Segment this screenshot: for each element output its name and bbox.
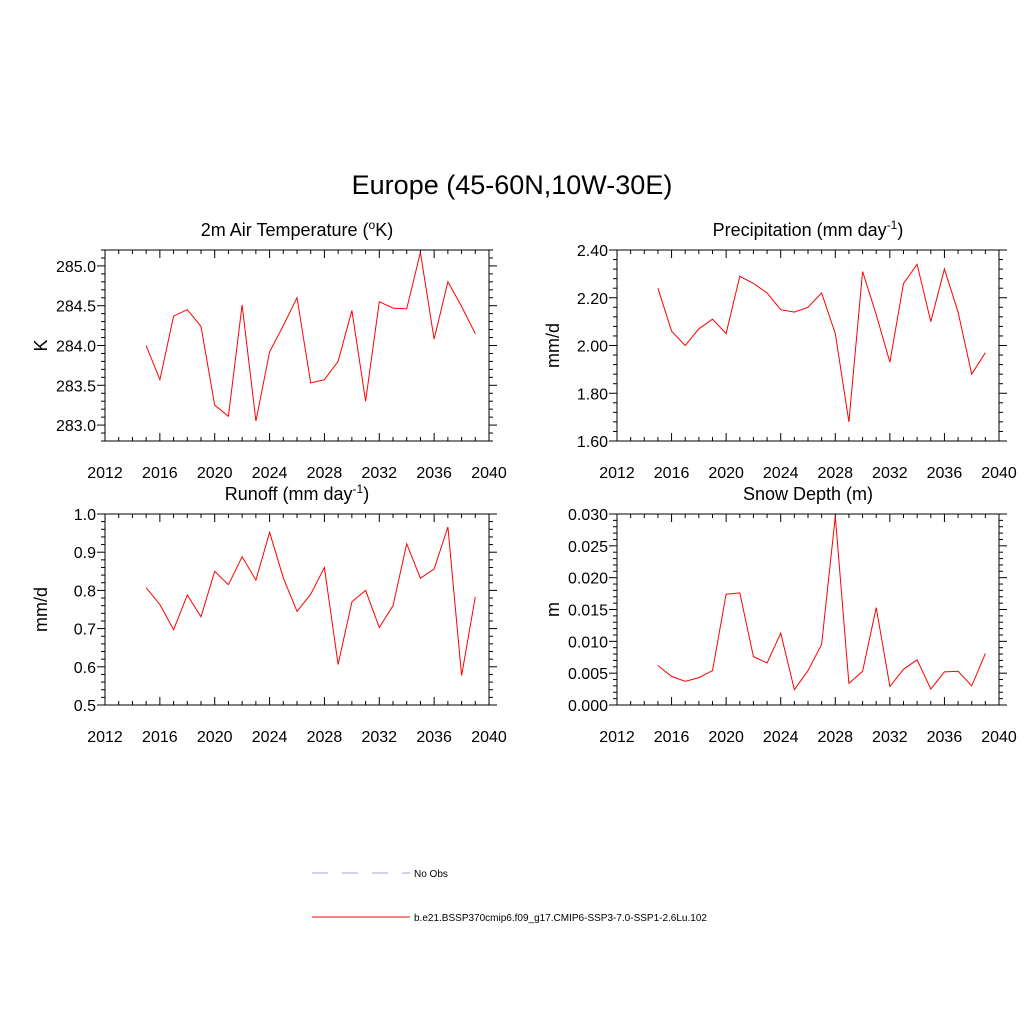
snow-depth-x-tick-label: 2028: [817, 729, 853, 746]
precipitation-series-line: [657, 263, 986, 422]
runoff-x-tick-label: 2032: [361, 729, 397, 746]
snow-depth-x-tick-label: 2040: [981, 729, 1017, 746]
runoff-y-tick-label: 0.7: [74, 622, 96, 639]
runoff-y-tick-label: 0.5: [74, 698, 96, 715]
temperature-x-tick-label: 2020: [197, 465, 233, 482]
snow-depth-y-axis-label: m: [543, 602, 563, 617]
temperature-y-tick-label: 283.0: [56, 418, 96, 435]
snow-depth-y-tick-label: 0.010: [568, 634, 608, 651]
figure-title: Europe (45-60N,10W-30E): [351, 170, 673, 200]
temperature-y-tick-label: 285.0: [56, 259, 96, 276]
snow-depth-panel: Snow Depth (m) m 2012 2016 2020 2024 2028 2032 2…: [543, 484, 1017, 746]
runoff-y-axis-label: mm/d: [31, 587, 51, 632]
runoff-x-tick-label: 2036: [416, 729, 452, 746]
snow-depth-series-line: [657, 516, 986, 691]
snow-depth-x-tick-label: 2020: [708, 729, 744, 746]
temperature-x-tick-label: 2040: [471, 465, 507, 482]
snow-depth-x-tick-label: 2036: [927, 729, 963, 746]
snow-depth-y-tick-label: 0.020: [568, 571, 608, 588]
runoff-x-tick-label: 2040: [471, 729, 507, 746]
runoff-series-line: [145, 526, 476, 676]
precipitation-y-tick-label: 2.00: [577, 339, 608, 356]
snow-depth-y-tick-label: 0.025: [568, 539, 608, 556]
snow-depth-x-tick-label: 2012: [599, 729, 635, 746]
runoff-y-tick-label: 0.9: [74, 545, 96, 562]
precipitation-x-tick-label: 2024: [763, 465, 799, 482]
chart-panels: 2m Air Temperature (oK) K 2012 2016 2020 2024…: [31, 218, 1017, 746]
temperature-x-tick-label: 2036: [416, 465, 452, 482]
temperature-panel-title: 2m Air Temperature (oK): [201, 218, 393, 240]
temperature-y-tick-label: 284.5: [56, 299, 96, 316]
precipitation-x-tick-label: 2032: [872, 465, 908, 482]
temperature-x-tick-label: 2032: [361, 465, 397, 482]
legend-label-model: b.e21.BSSP370cmip6.f09_g17.CMIP6-SSP3-7.…: [414, 913, 707, 924]
snow-depth-x-tick-label: 2032: [872, 729, 908, 746]
snow-depth-y-tick-label: 0.000: [568, 698, 608, 715]
legend: No Obs b.e21.BSSP370cmip6.f09_g17.CMIP6-…: [312, 869, 707, 924]
temperature-y-tick-label: 283.5: [56, 378, 96, 395]
runoff-y-tick-label: 1.0: [74, 507, 96, 524]
runoff-panel-title: Runoff (mm day-1): [225, 482, 369, 504]
runoff-y-tick-label: 0.8: [74, 583, 96, 600]
snow-depth-x-tick-label: 2024: [763, 729, 799, 746]
snow-depth-plot-frame: [616, 513, 1000, 706]
precipitation-x-tick-label: 2012: [599, 465, 635, 482]
temperature-plot-frame: [104, 249, 490, 442]
precipitation-panel-title: Precipitation (mm day-1): [713, 218, 904, 240]
snow-depth-panel-title: Snow Depth (m): [743, 484, 873, 504]
legend-label-no-obs: No Obs: [414, 869, 448, 880]
runoff-x-tick-label: 2028: [307, 729, 343, 746]
temperature-x-tick-label: 2024: [252, 465, 288, 482]
precipitation-x-tick-label: 2036: [927, 465, 963, 482]
precipitation-panel: Precipitation (mm day-1) mm/d 2012 2016 2020…: [543, 218, 1017, 482]
precipitation-y-tick-label: 1.80: [577, 386, 608, 403]
temperature-x-tick-label: 2028: [307, 465, 343, 482]
runoff-panel: Runoff (mm day-1) mm/d 2012 2016 2020 2024 202…: [31, 482, 507, 746]
runoff-y-tick-label: 0.6: [74, 660, 96, 677]
snow-depth-y-tick-label: 0.005: [568, 666, 608, 683]
runoff-x-tick-label: 2012: [87, 729, 123, 746]
temperature-panel: 2m Air Temperature (oK) K 2012 2016 2020 2024…: [31, 218, 507, 482]
snow-depth-y-tick-label: 0.030: [568, 507, 608, 524]
precipitation-y-axis-label: mm/d: [543, 323, 563, 368]
precipitation-x-tick-label: 2020: [708, 465, 744, 482]
temperature-series-line: [145, 252, 476, 422]
precipitation-x-tick-label: 2016: [654, 465, 690, 482]
temperature-y-axis-label: K: [31, 339, 51, 351]
runoff-x-tick-label: 2016: [142, 729, 178, 746]
precipitation-x-tick-label: 2028: [817, 465, 853, 482]
precipitation-y-tick-label: 2.20: [577, 291, 608, 308]
precipitation-x-tick-label: 2040: [981, 465, 1017, 482]
snow-depth-x-tick-label: 2016: [654, 729, 690, 746]
precipitation-y-tick-label: 1.60: [577, 434, 608, 451]
snow-depth-y-tick-label: 0.015: [568, 603, 608, 620]
precipitation-y-tick-label: 2.40: [577, 243, 608, 260]
runoff-x-tick-label: 2024: [252, 729, 288, 746]
temperature-x-tick-label: 2016: [142, 465, 178, 482]
temperature-x-tick-label: 2012: [87, 465, 123, 482]
runoff-x-tick-label: 2020: [197, 729, 233, 746]
temperature-y-tick-label: 284.0: [56, 339, 96, 356]
